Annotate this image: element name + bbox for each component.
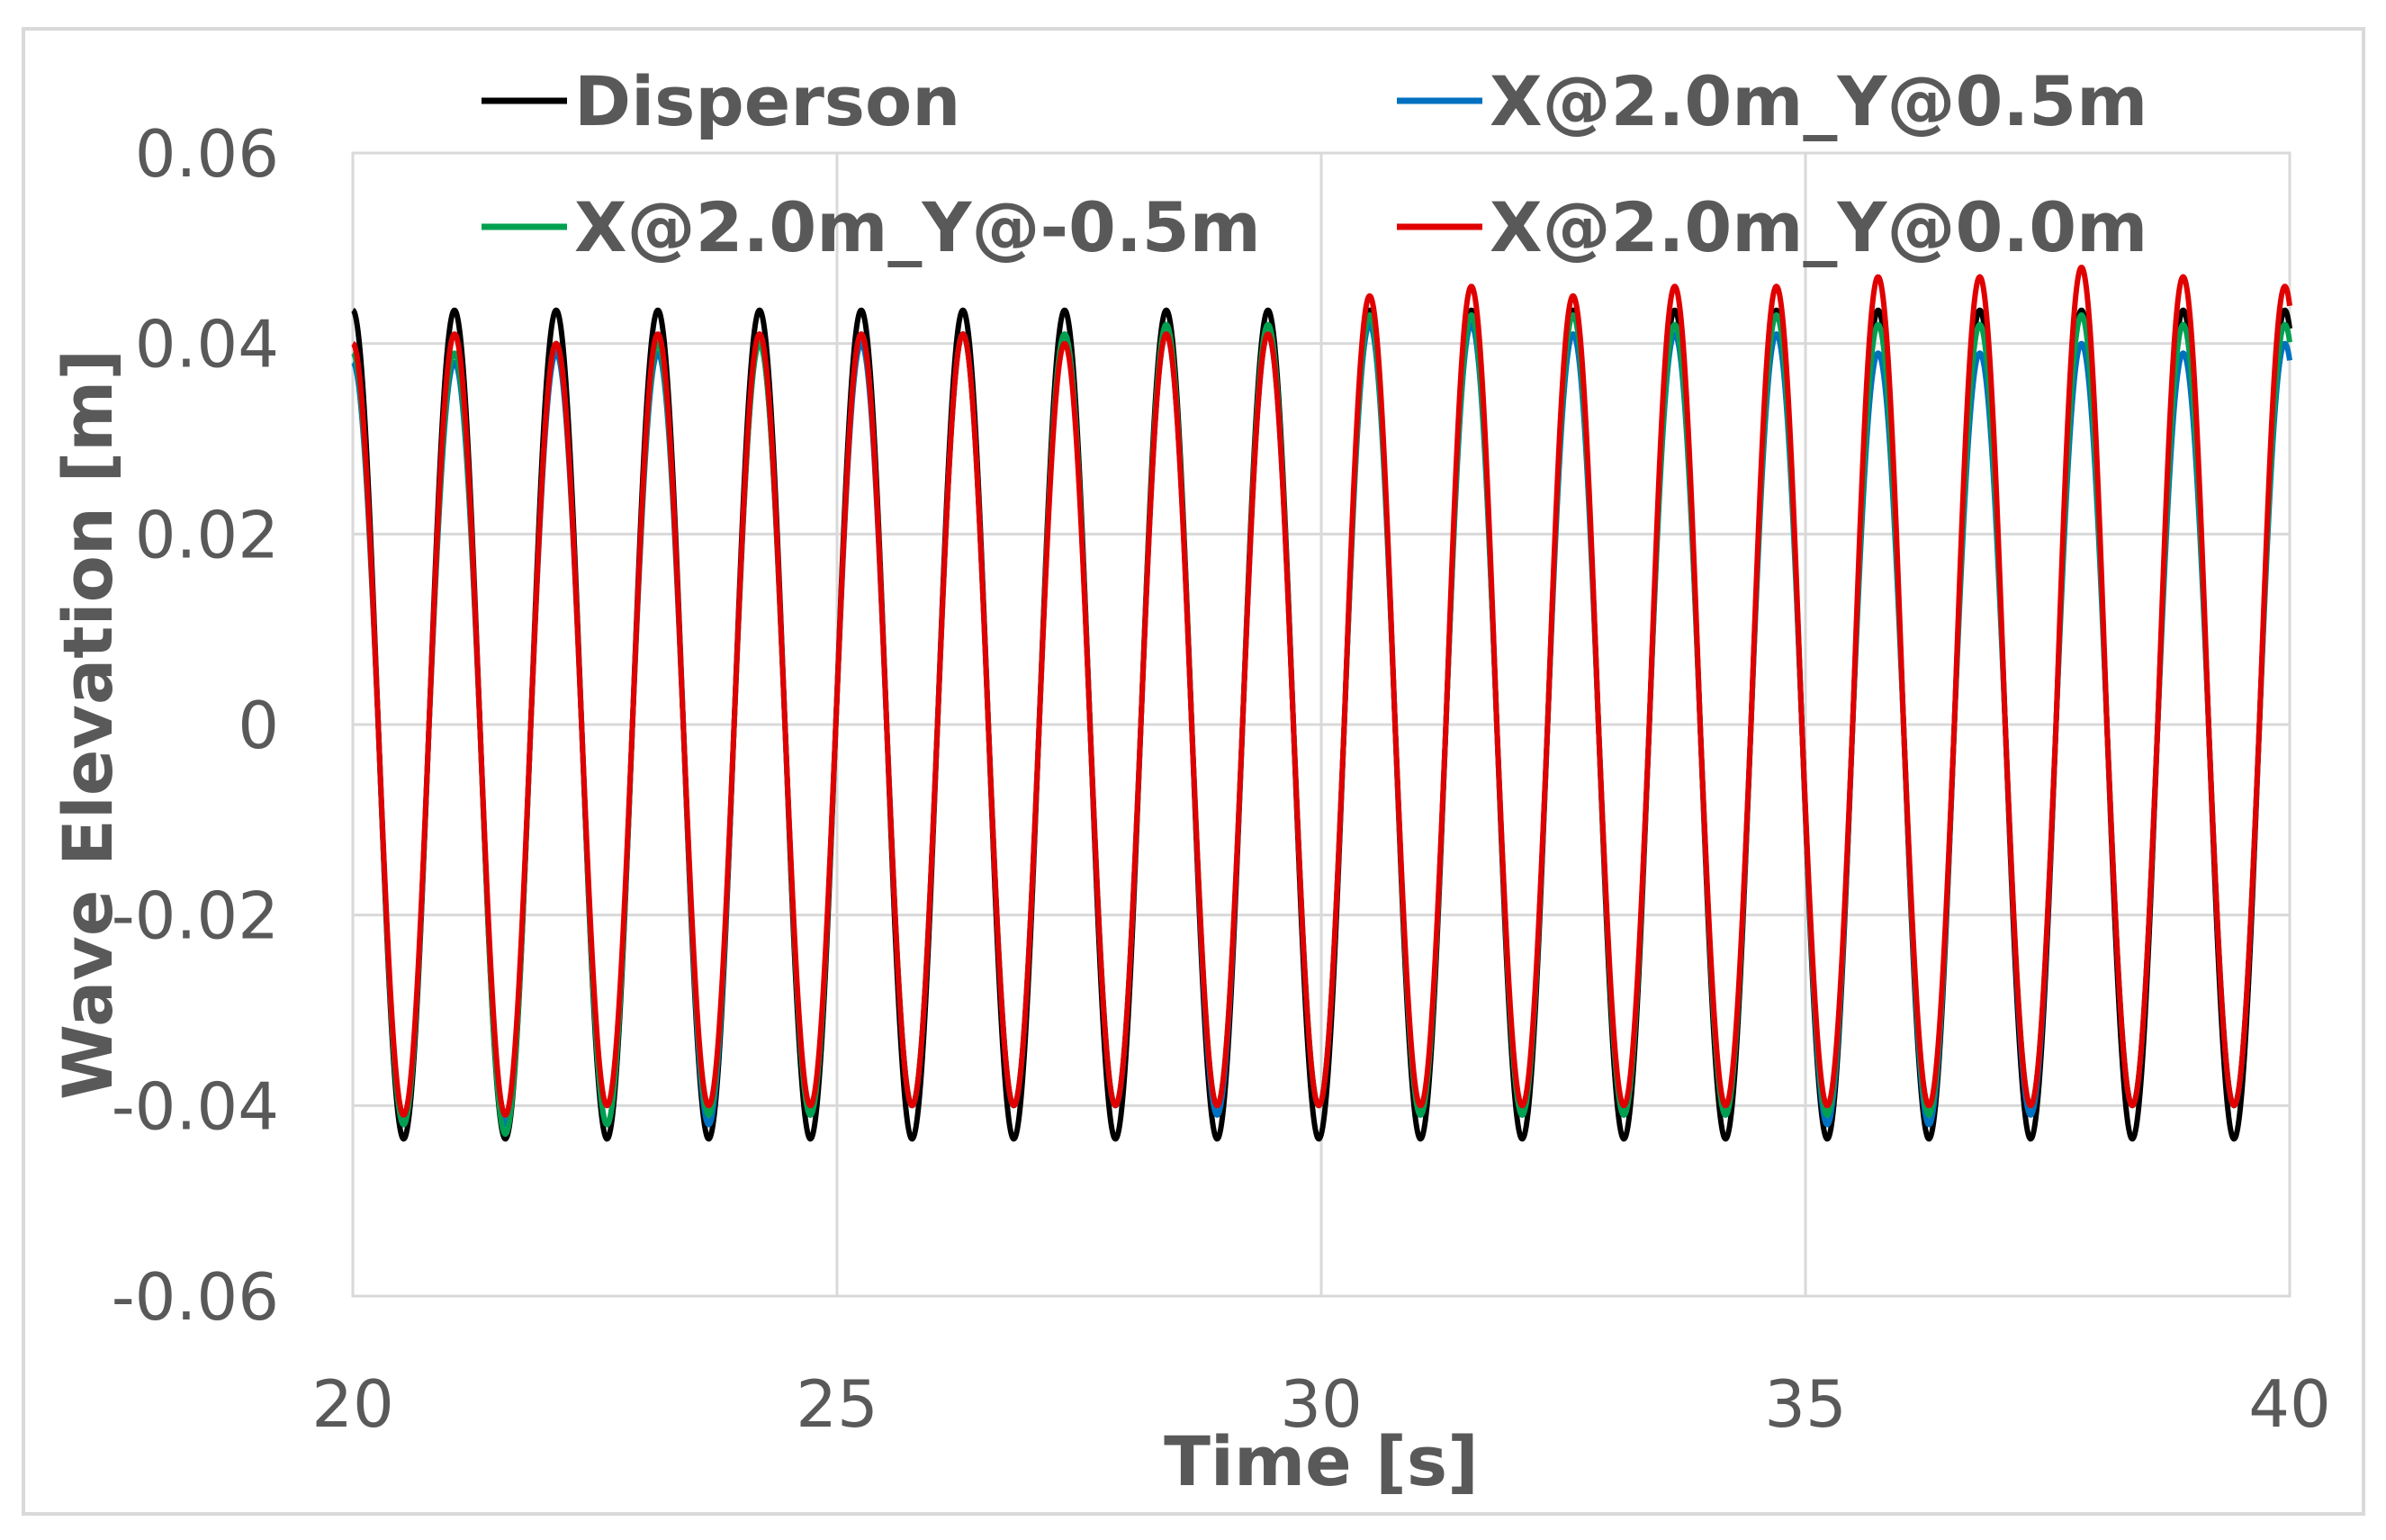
y-tick-label: -0.06: [112, 1259, 279, 1335]
y-axis-title: Wave Elevation [m]: [48, 349, 128, 1100]
series-group: [350, 265, 2292, 1142]
plot-area-frame: [351, 151, 2291, 1298]
y-tick-label: 0.02: [135, 497, 279, 572]
legend-label-1: X@2.0m_Y@0.5m: [1490, 61, 2147, 141]
x-axis-title: Time [s]: [1164, 1421, 1479, 1501]
legend: Disperson X@2.0m_Y@0.5m X@2.0m_Y@-0.5m X@2.…: [482, 61, 2147, 267]
y-tick-label: 0: [238, 688, 279, 763]
series-line-3: [350, 265, 2292, 1118]
legend-label-2: X@2.0m_Y@-0.5m: [574, 187, 1261, 267]
legend-label-3: X@2.0m_Y@0.0m: [1490, 187, 2147, 267]
x-tick-label: 35: [1764, 1366, 1847, 1442]
y-tick-label: 0.04: [135, 307, 279, 383]
x-tick-label: 30: [1280, 1366, 1363, 1442]
x-tick-label: 25: [796, 1366, 878, 1442]
y-tick-label: -0.02: [112, 878, 279, 954]
y-tick-label: -0.04: [112, 1068, 279, 1144]
x-tick-label: 20: [311, 1366, 394, 1442]
axis-ticks: 0.06 0.04 0.02 0 -0.02 -0.04 -0.06 20 25 30 35 40: [112, 116, 2331, 1442]
y-tick-label: 0.06: [135, 116, 279, 192]
legend-label-0: Disperson: [574, 61, 960, 141]
x-tick-label: 40: [2248, 1366, 2331, 1442]
